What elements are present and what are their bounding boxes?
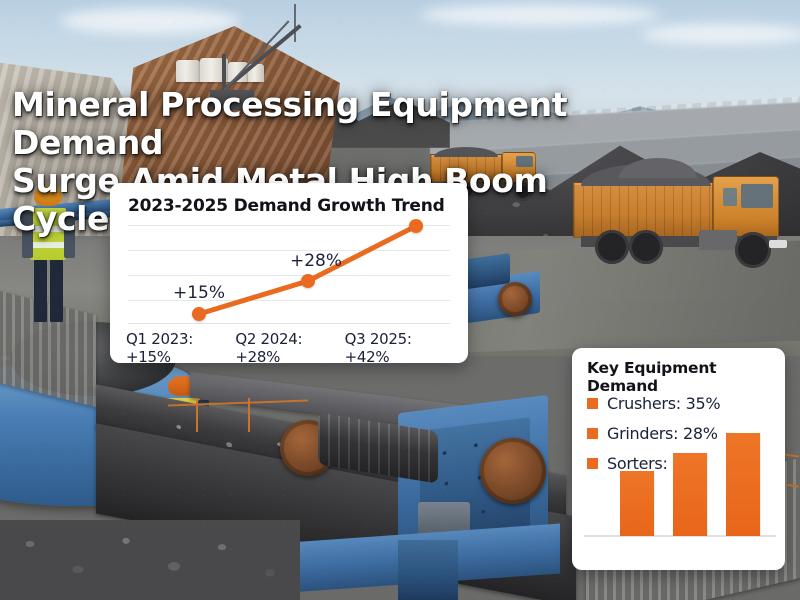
line-chart-x-axis-labels: Q1 2023: +15% Q2 2024: +28% Q3 2025: +42… bbox=[126, 330, 454, 366]
handrail-post bbox=[248, 398, 250, 432]
legend-swatch-icon bbox=[587, 427, 598, 439]
x-label-q1-2023: Q1 2023: +15% bbox=[126, 330, 193, 366]
legend-item-crushers: Crushers: 35% bbox=[587, 388, 777, 418]
gridline bbox=[128, 275, 450, 276]
trend-line bbox=[196, 225, 419, 317]
data-label-q2-2024: +28% bbox=[289, 251, 343, 271]
worker-figure bbox=[22, 186, 80, 326]
data-point-q1-2023 bbox=[192, 307, 206, 321]
bar-sorters bbox=[620, 471, 654, 536]
gridline bbox=[128, 300, 450, 301]
gridline bbox=[128, 250, 450, 251]
legend-label-crushers: Crushers: 35% bbox=[607, 393, 721, 413]
line-chart-plot: +15% +28% bbox=[128, 219, 450, 324]
cloud bbox=[60, 8, 240, 34]
legend-swatch-icon bbox=[587, 397, 598, 409]
drive-pulley bbox=[498, 282, 532, 316]
legend-item-grinders: Grinders: 28% bbox=[587, 418, 777, 448]
demand-growth-trend-card: 2023-2025 Demand Growth Trend +15% +28% … bbox=[110, 183, 468, 366]
bar-crushers bbox=[726, 432, 760, 536]
bar-chart-plot bbox=[592, 418, 767, 536]
ground-rubble bbox=[0, 520, 300, 600]
data-point-q2-2024 bbox=[301, 274, 315, 288]
x-label-q3-2025: Q3 2025: +42% bbox=[344, 330, 412, 366]
drive-pulley bbox=[480, 438, 546, 504]
legend-swatch-icon bbox=[587, 457, 598, 469]
storage-tank bbox=[176, 60, 200, 82]
dragline-excavator bbox=[210, 4, 332, 110]
handrail-post bbox=[196, 398, 198, 432]
cloud bbox=[420, 4, 660, 26]
data-point-q3-2025 bbox=[409, 219, 423, 233]
bar-chart-title: Key Equipment Demand bbox=[587, 359, 717, 395]
bar-grinders bbox=[673, 453, 707, 536]
legend-label-grinders: Grinders: 28% bbox=[607, 423, 718, 443]
bar-chart-baseline bbox=[584, 535, 776, 537]
support-leg bbox=[398, 540, 458, 600]
cloud bbox=[640, 24, 800, 44]
dump-truck-foreground bbox=[573, 158, 793, 278]
key-equipment-demand-card: Key Equipment Demand Crushers: 35% Grind… bbox=[572, 348, 785, 570]
gridline bbox=[128, 225, 450, 226]
line-chart-title: 2023-2025 Demand Growth Trend bbox=[128, 196, 445, 216]
x-label-q2-2024: Q2 2024: +28% bbox=[235, 330, 303, 366]
axis-baseline bbox=[128, 323, 450, 324]
data-label-q1-2023: +15% bbox=[172, 283, 226, 303]
